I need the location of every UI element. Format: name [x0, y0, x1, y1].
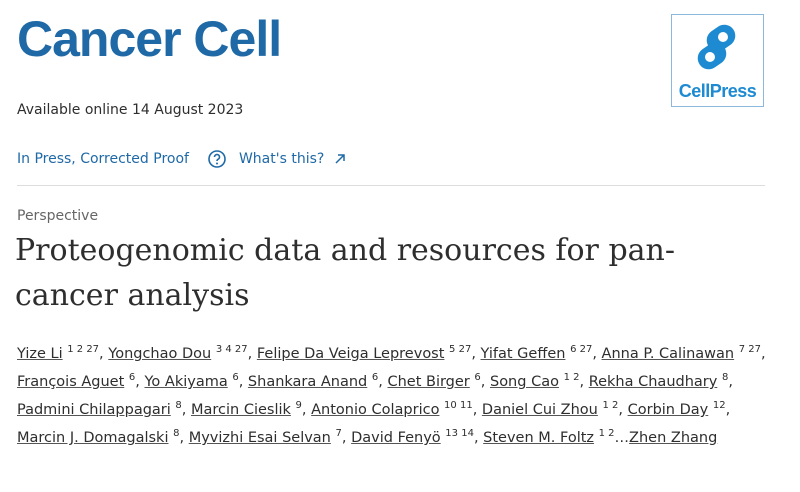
author-name[interactable]: David Fenyö [351, 430, 441, 446]
external-arrow [335, 154, 346, 164]
affiliations: 8 [173, 428, 180, 440]
author-name[interactable]: Antonio Colaprico [311, 402, 440, 418]
author[interactable]: Yongchao Dou 3 4 27 [108, 344, 248, 362]
separator: , [99, 346, 104, 362]
separator: , [579, 374, 585, 390]
affiliations: 7 [335, 428, 342, 440]
separator: , [473, 430, 479, 446]
author[interactable]: Steven M. Foltz 1 2 [483, 428, 615, 446]
author-name[interactable]: Yongchao Dou [108, 346, 212, 362]
author-name[interactable]: Yo Akiyama [144, 374, 228, 390]
affiliations: 6 27 [570, 344, 593, 356]
author[interactable]: Daniel Cui Zhou 1 2 [481, 400, 619, 418]
affiliations: 3 4 27 [215, 344, 248, 356]
author-name[interactable]: Daniel Cui Zhou [481, 402, 598, 418]
article-title: Proteogenomic data and resources for pan… [15, 233, 675, 313]
author[interactable]: David Fenyö 13 14 [351, 428, 474, 446]
affiliations: 1 2 [563, 372, 580, 384]
affiliations: 8 [721, 372, 729, 384]
author[interactable]: Shankara Anand 6 [247, 372, 379, 390]
separator: , [301, 402, 307, 418]
separator: , [238, 374, 244, 390]
affiliations: 1 2 [602, 400, 619, 412]
affiliations: 1 2 [598, 428, 615, 440]
author[interactable]: Corbin Day 12 [627, 400, 726, 418]
author[interactable]: Song Cao 1 2 [489, 372, 580, 390]
separator: , [181, 402, 187, 418]
separator: , [618, 402, 623, 418]
author-name[interactable]: Corbin Day [627, 402, 709, 418]
separator: , [480, 374, 486, 390]
separator: , [179, 430, 185, 446]
logo-icon [697, 24, 736, 70]
affiliations: 6 [371, 372, 379, 384]
author-name[interactable]: Zhen Zhang [629, 430, 718, 446]
affiliations: 9 [295, 400, 302, 412]
author[interactable]: Anna P. Calinawan 7 27 [601, 344, 761, 362]
separator: , [135, 374, 140, 390]
author-list: Yize Li 1 2 27, Yongchao Dou 3 4 27, Fel… [17, 340, 777, 452]
separator: , [472, 402, 478, 418]
author-name[interactable]: Rekha Chaudhary [588, 374, 718, 390]
author-name[interactable]: Anna P. Calinawan [601, 346, 735, 362]
divider [17, 185, 765, 186]
author[interactable]: Marcin J. Domagalski 8 [17, 428, 180, 446]
author[interactable]: Rekha Chaudhary 8 [588, 372, 729, 390]
author[interactable]: Yo Akiyama 6 [144, 372, 239, 390]
affiliations: 13 14 [445, 428, 474, 440]
ellipsis[interactable]: … [614, 430, 630, 446]
affiliations: 6 [474, 372, 481, 384]
author-name[interactable]: Marcin Cieslik [191, 402, 291, 418]
logo-text: CellPress [678, 81, 757, 101]
separator: , [761, 346, 766, 362]
author[interactable]: Yifat Geffen 6 27 [480, 344, 593, 362]
separator: , [378, 374, 383, 390]
author-name[interactable]: Myvizhi Esai Selvan [188, 430, 331, 446]
status-row: In Press, Corrected Proof What's this? [17, 149, 348, 169]
author[interactable]: Felipe Da Veiga Leprevost 5 27 [256, 344, 472, 362]
affiliations: 8 [175, 400, 182, 412]
separator: , [471, 346, 476, 362]
author-name[interactable]: Marcin J. Domagalski [17, 430, 169, 446]
author-name[interactable]: François Aguet [17, 374, 125, 390]
affiliations: 7 27 [738, 344, 761, 356]
journal-title[interactable]: Cancer Cell [17, 11, 282, 67]
status-label: In Press, Corrected Proof [17, 151, 189, 167]
affiliations: 10 11 [444, 400, 473, 412]
separator: , [592, 346, 597, 362]
author-name[interactable]: Steven M. Foltz [483, 430, 595, 446]
author[interactable]: François Aguet 6 [17, 372, 136, 390]
publisher-logo[interactable]: CellPress [671, 14, 764, 107]
affiliations: 5 27 [449, 344, 472, 356]
author[interactable]: Padmini Chilappagari 8 [17, 400, 182, 418]
author[interactable]: Marcin Cieslik 9 [191, 400, 302, 418]
affiliations: 1 2 27 [67, 344, 100, 356]
help-icon [208, 150, 226, 168]
author-name[interactable]: Yize Li [17, 346, 63, 362]
author-name[interactable]: Shankara Anand [247, 374, 368, 390]
author[interactable]: Chet Birger 6 [387, 372, 481, 390]
affiliations: 6 [128, 372, 136, 384]
author-name[interactable]: Felipe Da Veiga Leprevost [256, 346, 445, 362]
author-name[interactable]: Chet Birger [387, 374, 470, 390]
author-name[interactable]: Yifat Geffen [480, 346, 566, 362]
separator: , [247, 346, 253, 362]
author[interactable]: Myvizhi Esai Selvan 7 [188, 428, 342, 446]
help-text[interactable]: What's this? [238, 151, 325, 167]
separator: , [341, 430, 347, 446]
affiliations: 12 [712, 400, 726, 412]
article-type: Perspective [17, 208, 99, 224]
help-link[interactable]: What's this? [207, 149, 348, 169]
separator: , [725, 402, 731, 418]
author[interactable]: Yize Li 1 2 27 [17, 344, 100, 362]
author-name[interactable]: Song Cao [489, 374, 559, 390]
separator: , [728, 374, 733, 390]
author-name[interactable]: Padmini Chilappagari [17, 402, 171, 418]
availability: Available online 14 August 2023 [17, 102, 244, 118]
affiliations: 6 [232, 372, 239, 384]
author[interactable]: Antonio Colaprico 10 11 [311, 400, 473, 418]
